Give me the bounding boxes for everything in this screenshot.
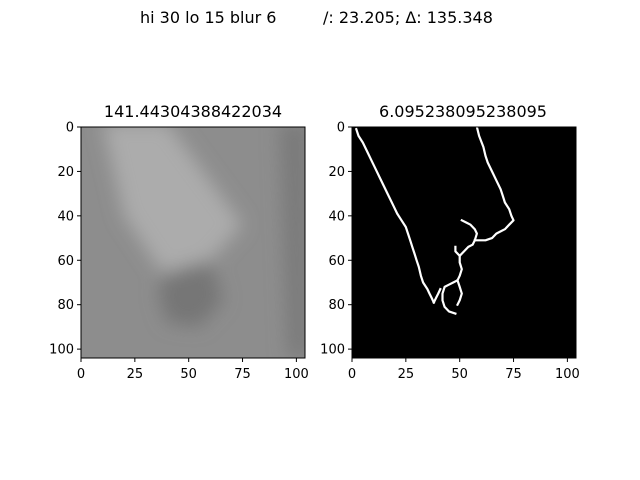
x-tick-label: 75 (505, 367, 522, 382)
x-tick-label: 100 (555, 367, 580, 382)
x-tick-label: 50 (451, 367, 468, 382)
image-background (352, 127, 576, 358)
right-panel-title: 6.095238095238095 (379, 102, 547, 121)
x-tick-label: 100 (284, 367, 309, 382)
y-tick-label: 80 (57, 298, 74, 313)
edge-path-7 (432, 287, 442, 304)
edge-path-2 (473, 127, 515, 242)
axes-frame (80, 126, 306, 359)
edge-path-4 (460, 218, 478, 242)
axes-frame (351, 126, 577, 359)
y-tick-label: 60 (328, 254, 345, 269)
edge-path-6 (456, 278, 463, 307)
y-tick-label: 20 (328, 165, 345, 180)
image-area (352, 127, 576, 358)
bright-band-upper-left (103, 127, 243, 274)
image-area (81, 127, 305, 358)
y-tick-label: 100 (49, 343, 74, 358)
image-features (103, 127, 305, 358)
dark-right-edge (279, 127, 305, 358)
x-tick-label: 50 (180, 367, 197, 382)
x-tick-label: 0 (77, 367, 85, 382)
y-tick-label: 60 (57, 254, 74, 269)
darker-lower-center (158, 260, 224, 327)
y-tick-label: 20 (57, 165, 74, 180)
figure-suptitle-stats: /: 23.205; Δ: 135.348 (323, 8, 493, 27)
edge-path-5 (454, 245, 462, 258)
left-panel-title: 141.44304388422034 (103, 102, 283, 121)
edge-path-1 (354, 127, 436, 304)
x-tick-label: 25 (398, 367, 415, 382)
figure-suptitle-params: hi 30 lo 15 blur 6 (140, 8, 277, 27)
y-tick-label: 40 (328, 209, 345, 224)
x-tick-label: 75 (234, 367, 251, 382)
x-tick-label: 0 (348, 367, 356, 382)
y-tick-label: 40 (57, 209, 74, 224)
y-tick-label: 80 (328, 298, 345, 313)
y-tick-label: 0 (337, 121, 345, 136)
y-tick-label: 0 (66, 121, 74, 136)
x-tick-label: 25 (127, 367, 144, 382)
y-tick-label: 100 (320, 343, 345, 358)
